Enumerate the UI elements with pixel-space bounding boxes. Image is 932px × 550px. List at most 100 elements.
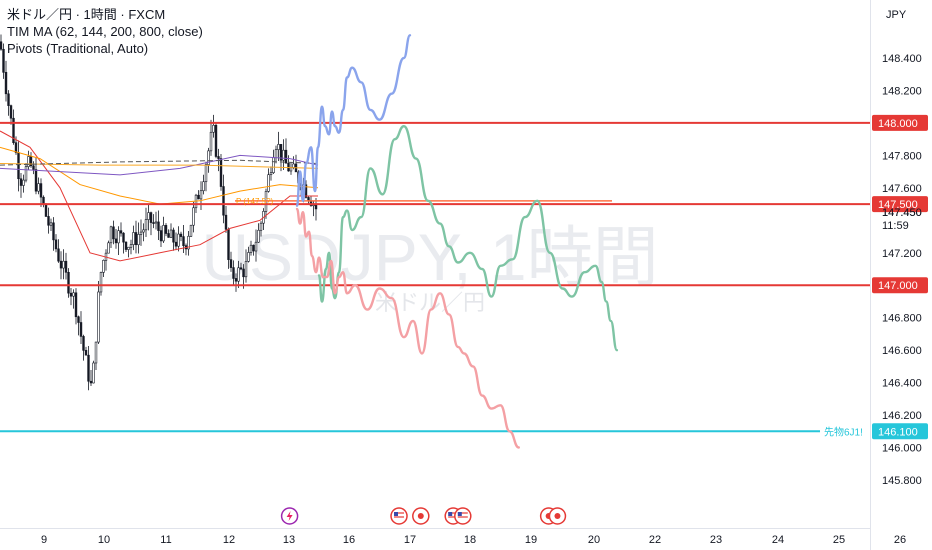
candle-body	[272, 157, 275, 173]
candle-body	[307, 197, 310, 201]
candle-body	[314, 204, 318, 210]
candle-body	[234, 278, 238, 282]
candle-body	[0, 41, 3, 50]
candle-body	[277, 144, 280, 150]
y-tick-label: 148.400	[882, 53, 922, 65]
candle-body	[219, 158, 223, 187]
candle-body	[97, 291, 100, 343]
candle-body	[177, 233, 180, 247]
candle-body	[139, 231, 143, 235]
candle-body	[7, 93, 10, 106]
x-tick-label: 25	[833, 534, 845, 546]
candle-body	[202, 181, 205, 192]
x-tick-label: 10	[98, 534, 110, 546]
x-tick-label: 26	[894, 534, 906, 546]
legend-ma-indicator[interactable]: TIM MA (62, 144, 200, 800, close)	[7, 24, 203, 39]
event-bolt-icon[interactable]	[280, 507, 299, 525]
candle-body	[174, 241, 178, 247]
candle-body	[259, 222, 263, 231]
candle-body	[52, 222, 55, 241]
candle-body	[204, 164, 208, 183]
level-147-5-tag-label: 147.500	[878, 199, 918, 211]
candle-body	[242, 268, 245, 278]
candle-body	[157, 221, 160, 231]
scenario-paths	[295, 34, 619, 449]
candle-body	[34, 169, 38, 192]
candle-body	[232, 267, 235, 279]
event-jp-flag-icon[interactable]	[412, 507, 430, 525]
candle-body	[69, 292, 73, 297]
candle-body	[162, 225, 165, 242]
event-us-flag-icon[interactable]	[390, 507, 408, 525]
candle-body	[49, 222, 53, 226]
candle-body	[64, 260, 68, 273]
candle-body	[227, 228, 230, 260]
candle-body	[87, 354, 90, 382]
candle-body	[47, 216, 50, 226]
x-tick-label: 22	[649, 534, 661, 546]
price-candles	[0, 34, 318, 391]
y-tick-label: 146.400	[882, 378, 922, 390]
resistance-148-tag-label: 148.000	[878, 118, 918, 130]
candle-body	[292, 163, 295, 168]
level-147-5-tag	[872, 196, 928, 213]
futures-note-bg	[820, 423, 870, 440]
candle-body	[39, 183, 43, 198]
y-tick-label: 147.600	[882, 183, 922, 195]
y-tick-label: 146.200	[882, 410, 922, 422]
x-tick-label: 13	[283, 534, 295, 546]
candle-body	[62, 260, 65, 269]
y-tick-label: 148.200	[882, 85, 922, 97]
candle-body	[274, 149, 278, 159]
candle-body	[17, 152, 20, 180]
candle-body	[207, 150, 210, 165]
x-tick-label: 9	[41, 534, 47, 546]
candle-body	[212, 124, 215, 133]
event-jp-flag-icon[interactable]	[548, 507, 567, 525]
y-tick-label: 147.800	[882, 150, 922, 162]
x-tick-label: 19	[525, 534, 537, 546]
candle-body	[57, 248, 60, 262]
scenario-path-2	[317, 124, 619, 352]
candle-body	[137, 234, 140, 246]
economic-events[interactable]	[280, 507, 567, 525]
moving-average-line	[0, 163, 319, 169]
candle-body	[182, 236, 185, 246]
x-axis[interactable]: 9 10 11 12 13 16 17 18 19 20 22 23 24 25 26	[41, 534, 906, 546]
x-tick-label: 11	[160, 534, 171, 546]
candle-body	[224, 214, 228, 230]
candle-body	[187, 235, 190, 250]
y-tick-label: 146.600	[882, 345, 922, 357]
candle-body	[14, 142, 18, 153]
y-tick-label: 145.800	[882, 475, 922, 487]
candle-body	[22, 179, 25, 186]
candle-body	[79, 322, 83, 337]
candle-body	[12, 117, 15, 143]
horizontal-levels[interactable]: 先物6J1! P (147.5?)	[0, 121, 870, 440]
event-us-flag-icon[interactable]	[454, 507, 472, 525]
legend-pivots-indicator[interactable]: Pivots (Traditional, Auto)	[7, 41, 149, 56]
support-147-tag	[872, 277, 928, 294]
y-axis[interactable]: 148.400148.200148.000147.800147.600147.4…	[882, 53, 922, 487]
candle-body	[254, 241, 258, 252]
candle-body	[197, 194, 200, 200]
futures-note-label: 先物6J1!	[824, 425, 863, 438]
chart-legend: 米ドル／円 · 1時間 · FXCM TIM MA (62, 144, 200,…	[7, 6, 203, 57]
candle-body	[37, 183, 40, 192]
candle-body	[19, 178, 23, 186]
candle-body	[89, 380, 93, 384]
candle-body	[82, 336, 85, 351]
candle-body	[237, 267, 240, 282]
candle-body	[107, 242, 110, 254]
candle-body	[252, 244, 255, 252]
x-tick-label: 18	[464, 534, 476, 546]
candle-body	[102, 260, 105, 273]
candle-body	[147, 212, 150, 220]
candle-body	[117, 230, 120, 244]
legend-symbol[interactable]: 米ドル／円 · 1時間 · FXCM	[7, 7, 166, 22]
candle-body	[54, 239, 58, 250]
candle-body	[124, 241, 128, 250]
candle-body	[282, 149, 285, 161]
futures-6j1-tag-label: 146.100	[878, 426, 918, 438]
